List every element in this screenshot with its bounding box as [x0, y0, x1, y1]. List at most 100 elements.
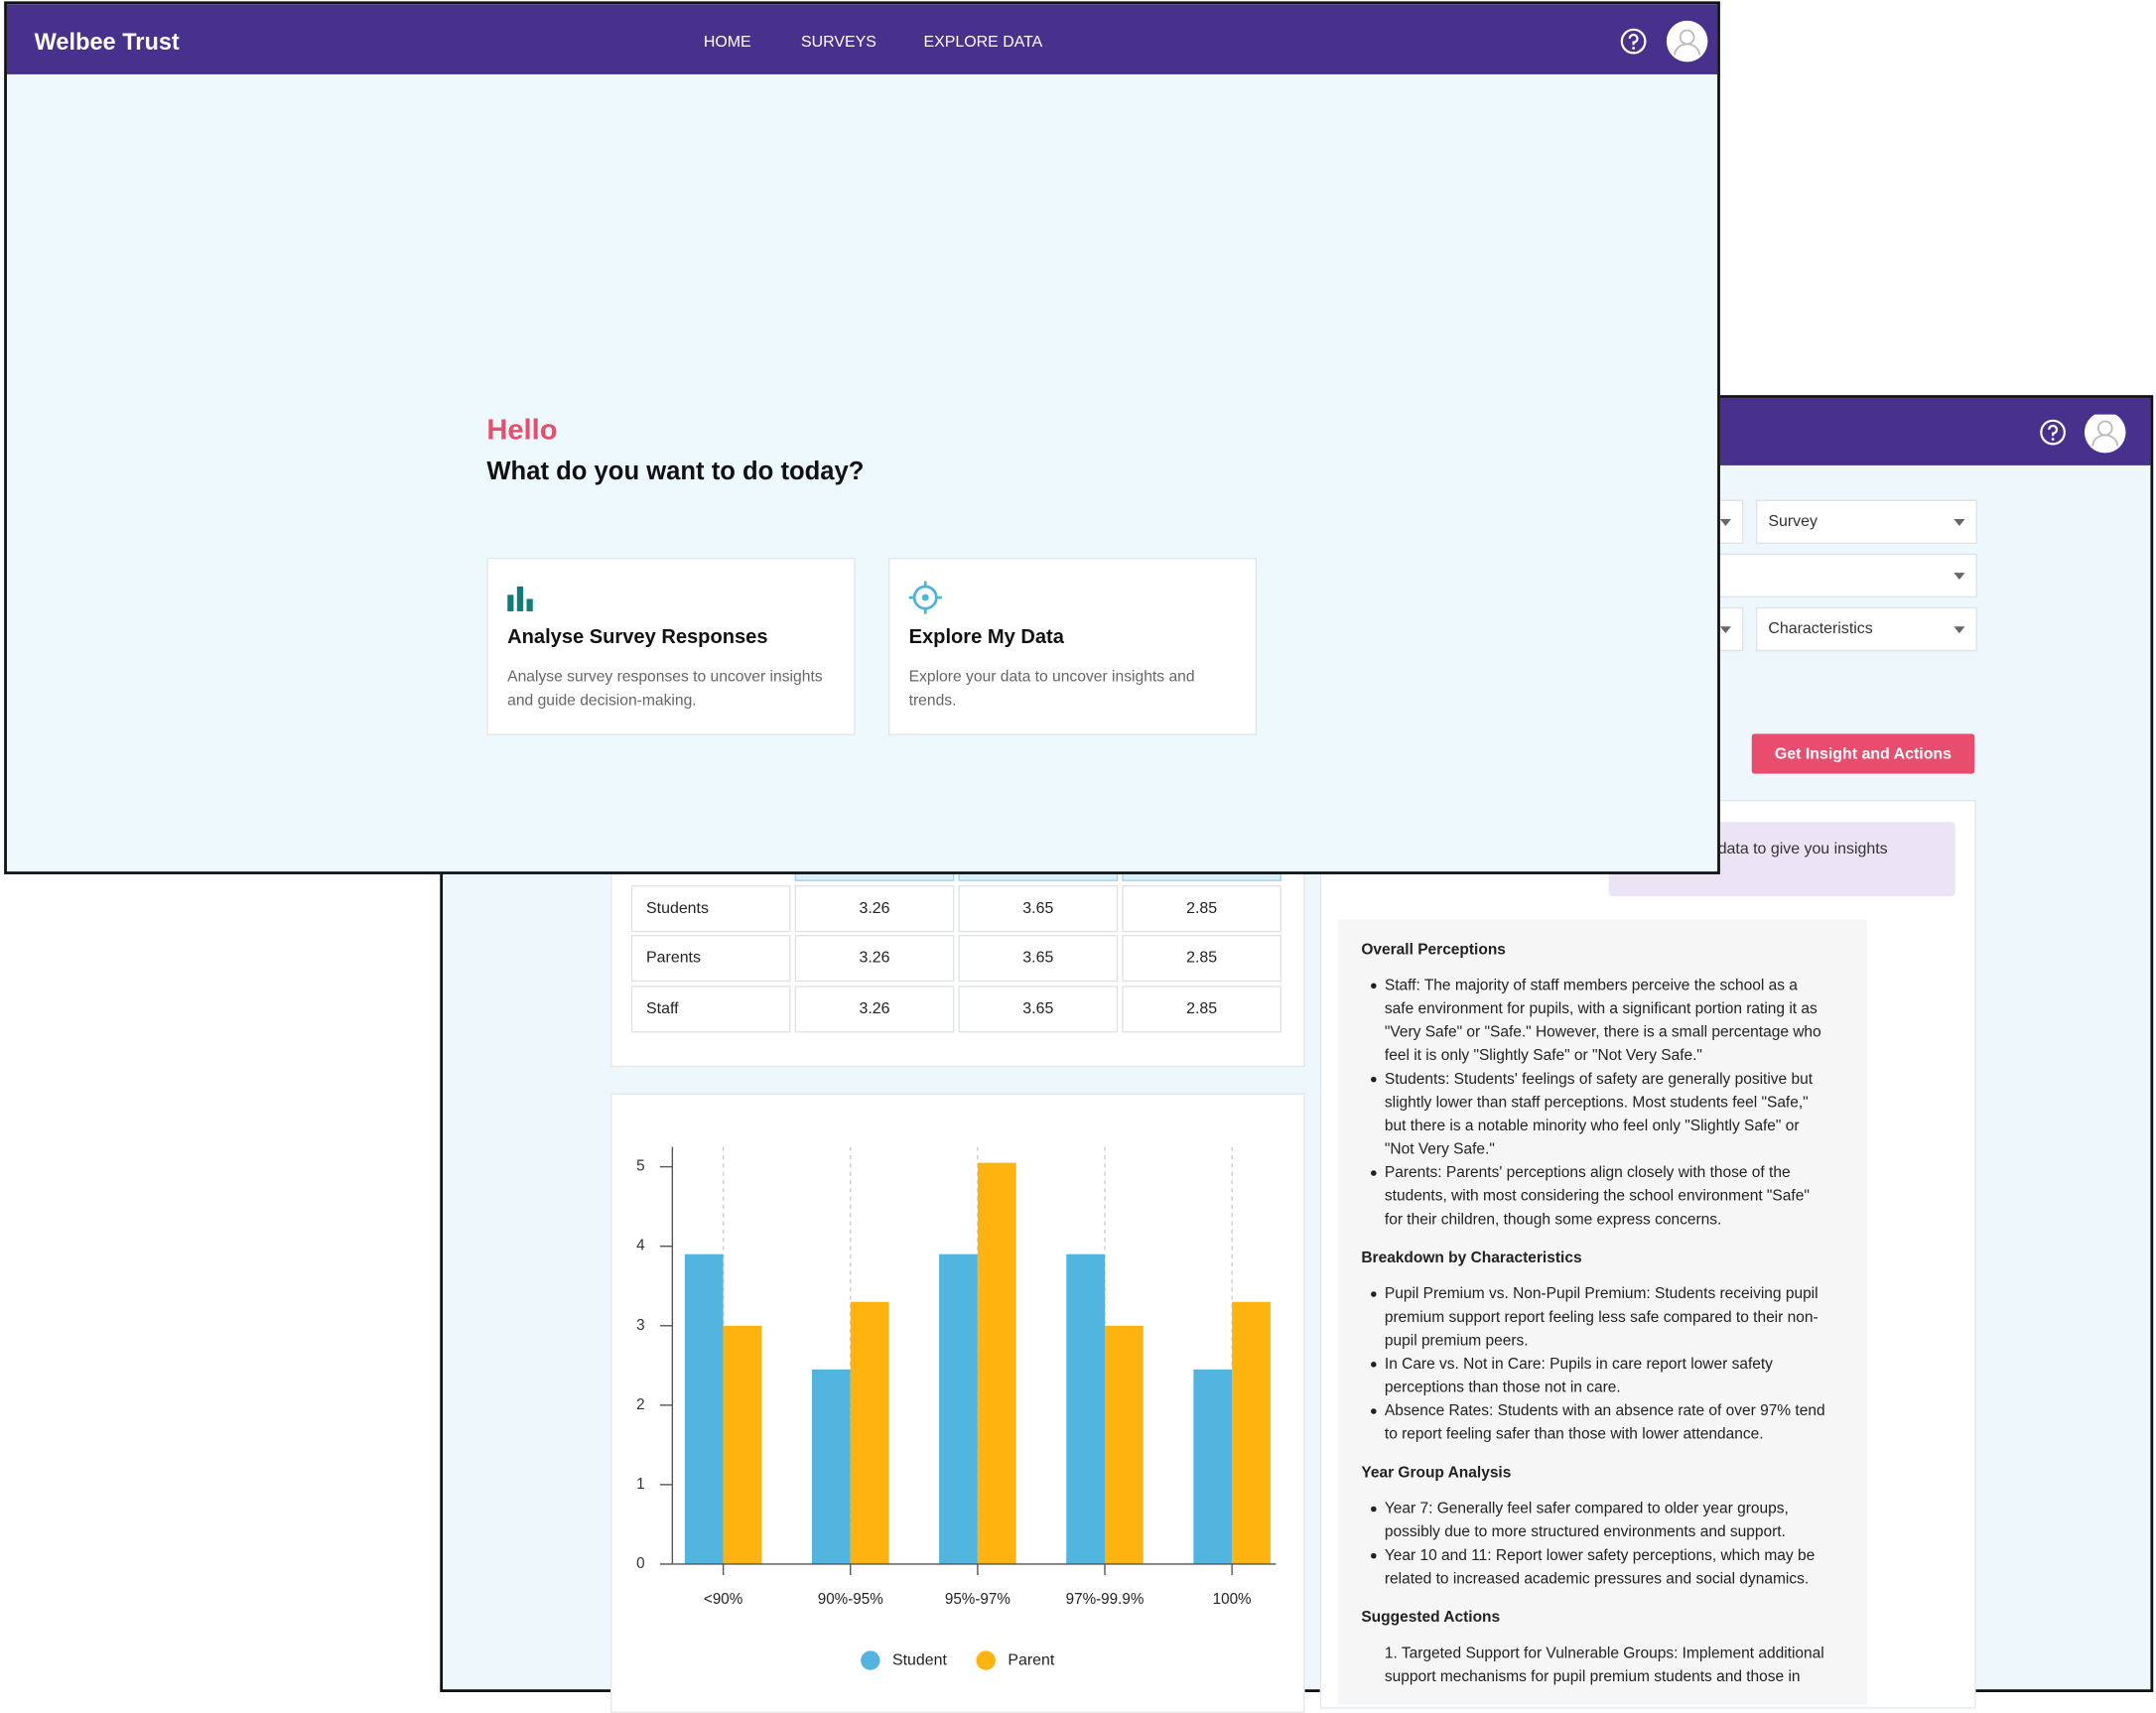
bar — [723, 1325, 762, 1564]
insight-line: Pupil Premium vs. Non-Pupil Premium: Stu… — [1384, 1285, 1819, 1302]
bar — [977, 1162, 1016, 1564]
insight-line: possibly due to more structured environm… — [1384, 1523, 1786, 1540]
header-icons — [1620, 20, 1708, 63]
card-title: Explore My Data — [908, 626, 1064, 649]
y-tick-label: 5 — [636, 1158, 644, 1175]
insight-line: Absence Rates: Students with an absence … — [1384, 1401, 1825, 1419]
bullet — [1371, 1362, 1377, 1368]
bar — [850, 1301, 889, 1564]
section-heading: Suggested Actions — [1361, 1609, 1501, 1626]
section-heading: Year Group Analysis — [1361, 1464, 1512, 1482]
insight-line: Students: Students' feelings of safety a… — [1384, 1070, 1814, 1088]
table-cell: 2.85 — [1122, 934, 1282, 983]
dropdown[interactable]: Survey — [1755, 499, 1977, 544]
avatar[interactable] — [2084, 414, 2126, 454]
legend-swatch — [976, 1650, 996, 1670]
insight-line: Year 10 and 11: Report lower safety perc… — [1384, 1546, 1816, 1564]
dropdown[interactable]: Characteristics — [1755, 606, 1977, 652]
legend-label: Student — [892, 1651, 947, 1668]
greeting: Hello — [486, 414, 558, 447]
card-description: trends. — [908, 692, 957, 710]
table-cell: 2.85 — [1122, 885, 1282, 933]
table-cell: 2.85 — [1122, 986, 1282, 1033]
action-card[interactable]: Explore My Data Explore your data to unc… — [887, 557, 1258, 735]
chart-icon — [507, 586, 533, 611]
y-tick-label: 0 — [636, 1555, 644, 1572]
bar — [1232, 1301, 1271, 1564]
x-tick-label: 97%-99.9% — [1066, 1591, 1145, 1608]
brand[interactable]: Welbee Trust — [34, 29, 180, 56]
insight-line: pupil premium peers. — [1384, 1332, 1529, 1349]
section-heading: Overall Perceptions — [1361, 941, 1506, 958]
x-tick-label: 100% — [1213, 1591, 1252, 1608]
insight-line: In Care vs. Not in Care: Pupils in care … — [1384, 1355, 1773, 1373]
y-tick-label: 3 — [636, 1317, 644, 1334]
action-card[interactable]: Analyse Survey Responses Analyse survey … — [486, 557, 856, 735]
insights-text-box — [1337, 919, 1868, 1705]
section-heading: Breakdown by Characteristics — [1361, 1249, 1582, 1266]
bullet — [1371, 1291, 1377, 1297]
table-cell: 3.65 — [958, 885, 1119, 933]
insight-line: feel it is only "Slightly Safe" or "Not … — [1384, 1047, 1702, 1064]
nav-link[interactable]: SURVEYS — [801, 34, 876, 52]
help-icon[interactable] — [2040, 419, 2066, 446]
insight-line: to report feeling safer than those with … — [1384, 1425, 1764, 1443]
insight-line: "Very Safe" or "Safe." However, there is… — [1384, 1023, 1821, 1041]
bullet — [1371, 1076, 1377, 1083]
x-tick-label: <90% — [704, 1591, 742, 1608]
dropdown-label: Survey — [1768, 513, 1818, 531]
insight-button[interactable]: Get Insight and Actions — [1751, 733, 1975, 774]
question: What do you want to do today? — [486, 456, 865, 485]
bar — [1066, 1253, 1106, 1564]
insight-line: but there is a notable minority who feel… — [1384, 1117, 1800, 1134]
bar — [684, 1253, 724, 1564]
bullet — [1371, 1552, 1377, 1559]
row-label: Parents — [630, 934, 791, 983]
table-cell: 3.65 — [958, 934, 1119, 983]
row-label: Students — [630, 885, 791, 933]
insight-line: premium support report feeling less safe… — [1384, 1308, 1819, 1326]
avatar[interactable] — [1666, 20, 1708, 63]
card-title: Analyse Survey Responses — [507, 626, 768, 649]
table-cell: 3.26 — [794, 986, 955, 1033]
help-icon[interactable] — [1620, 28, 1647, 55]
insight-line: support mechanisms for pupil premium stu… — [1384, 1667, 1801, 1685]
y-tick-label: 4 — [636, 1238, 645, 1254]
header-icons — [2040, 414, 2126, 454]
insight-line: "Not Very Safe." — [1384, 1140, 1495, 1158]
nav-link[interactable]: HOME — [703, 34, 751, 52]
nav-link[interactable]: EXPLORE DATA — [923, 34, 1043, 52]
insight-line: Parents: Parents' perceptions align clos… — [1384, 1163, 1791, 1181]
notice-text: ur data to give you insights — [1699, 841, 1888, 858]
insight-line: safe environment for pupils, with a sign… — [1384, 999, 1818, 1017]
y-tick-label: 2 — [636, 1396, 644, 1413]
insight-line: Staff: The majority of staff members per… — [1384, 977, 1798, 993]
bar — [1105, 1325, 1144, 1564]
insight-line: slightly lower than staff perceptions. M… — [1384, 1094, 1809, 1111]
insight-line: 1. Targeted Support for Vulnerable Group… — [1384, 1645, 1824, 1661]
bar — [1193, 1369, 1233, 1564]
x-tick-label: 90%-95% — [818, 1591, 883, 1608]
card-description: and guide decision-making. — [507, 692, 697, 710]
bullet — [1371, 1506, 1377, 1513]
bar — [811, 1369, 851, 1564]
insight-line: related to increased academic pressures … — [1384, 1570, 1810, 1587]
table-cell: 3.65 — [958, 986, 1119, 1033]
home-window: Welbee Trust HOME SURVEYS EXPLORE DATA H… — [4, 1, 1720, 874]
bullet — [1371, 1408, 1377, 1414]
insight-line: for their children, though some express … — [1384, 1211, 1722, 1228]
table-cell: 3.26 — [794, 885, 955, 933]
insight-line: perceptions than those not in care. — [1384, 1379, 1621, 1396]
bullet — [1371, 1170, 1377, 1176]
insight-line: students, with most considering the scho… — [1384, 1187, 1810, 1205]
insight-line: Year 7: Generally feel safer compared to… — [1384, 1500, 1789, 1517]
card-description: Analyse survey responses to uncover insi… — [507, 669, 823, 686]
bar — [939, 1253, 978, 1564]
legend-label: Parent — [1008, 1651, 1054, 1668]
dropdown-label: Characteristics — [1768, 620, 1873, 638]
row-label: Staff — [630, 986, 791, 1033]
header-bar — [6, 4, 1718, 74]
card-description: Explore your data to uncover insights an… — [908, 669, 1195, 686]
